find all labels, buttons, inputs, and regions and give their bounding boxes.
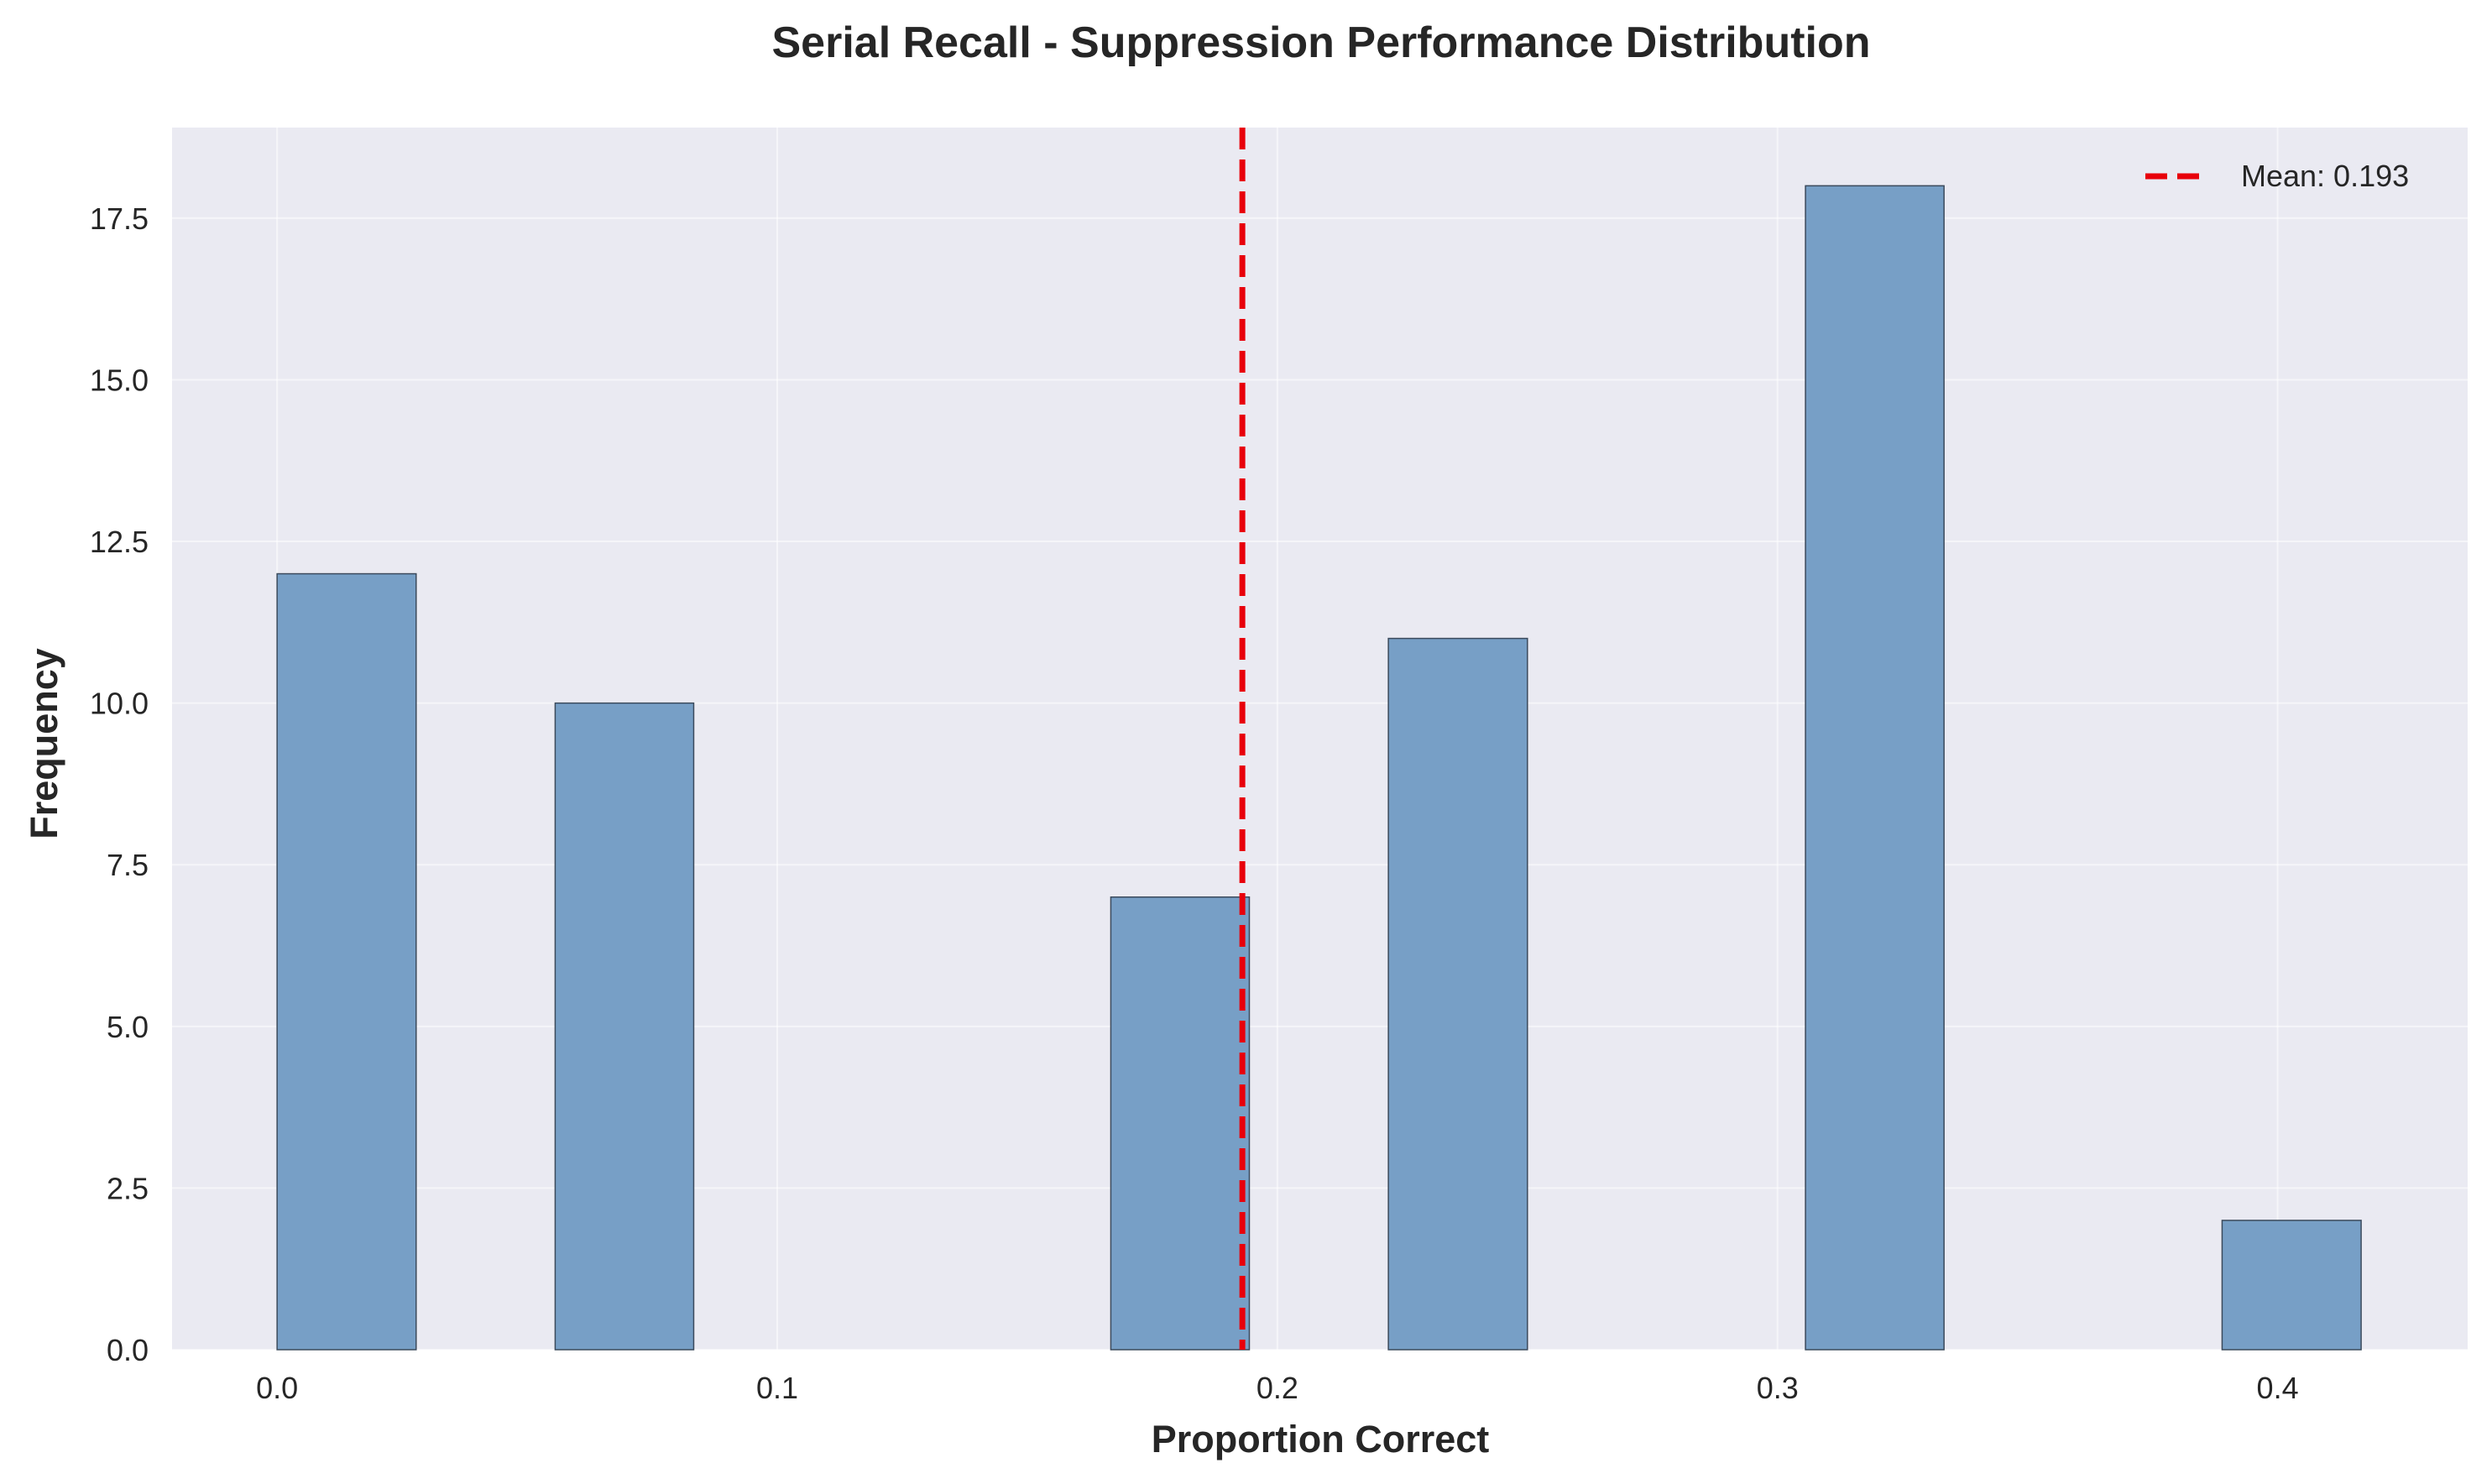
x-tick-label: 0.3 (1757, 1371, 1799, 1405)
y-tick-label: 10.0 (90, 687, 149, 721)
histogram-bar (554, 702, 695, 1351)
histogram-bars (276, 185, 2362, 1351)
y-tick-label: 0.0 (107, 1333, 149, 1367)
x-tick-label: 0.1 (756, 1371, 798, 1405)
x-tick-label: 0.0 (256, 1371, 298, 1405)
y-axis-label: Frequency (23, 648, 65, 839)
legend-mean-label: Mean: 0.193 (2241, 159, 2409, 193)
plot-background (172, 128, 2468, 1350)
histogram-bar (2221, 1220, 2362, 1351)
histogram-bar (1110, 896, 1251, 1351)
x-tick-label: 0.2 (1256, 1371, 1298, 1405)
y-tick-label: 17.5 (90, 201, 149, 236)
y-tick-label: 12.5 (90, 525, 149, 559)
histogram-bar (1805, 185, 1945, 1351)
y-tick-label: 7.5 (107, 848, 149, 882)
x-tick-label: 0.4 (2257, 1371, 2299, 1405)
y-tick-label: 2.5 (107, 1171, 149, 1205)
histogram-bar (1387, 637, 1528, 1351)
legend: Mean: 0.193 (2145, 159, 2409, 193)
histogram-bar (276, 572, 417, 1351)
tick-labels: 0.0 0.1 0.2 0.3 0.4 0.0 2.5 5.0 7.5 10.0 12.5 15.0 1… (90, 201, 2299, 1405)
x-axis-label: Proportion Correct (1152, 1418, 1490, 1460)
chart-title: Serial Recall - Suppression Performance … (771, 18, 1870, 67)
y-tick-label: 15.0 (90, 363, 149, 397)
y-tick-label: 5.0 (107, 1010, 149, 1044)
